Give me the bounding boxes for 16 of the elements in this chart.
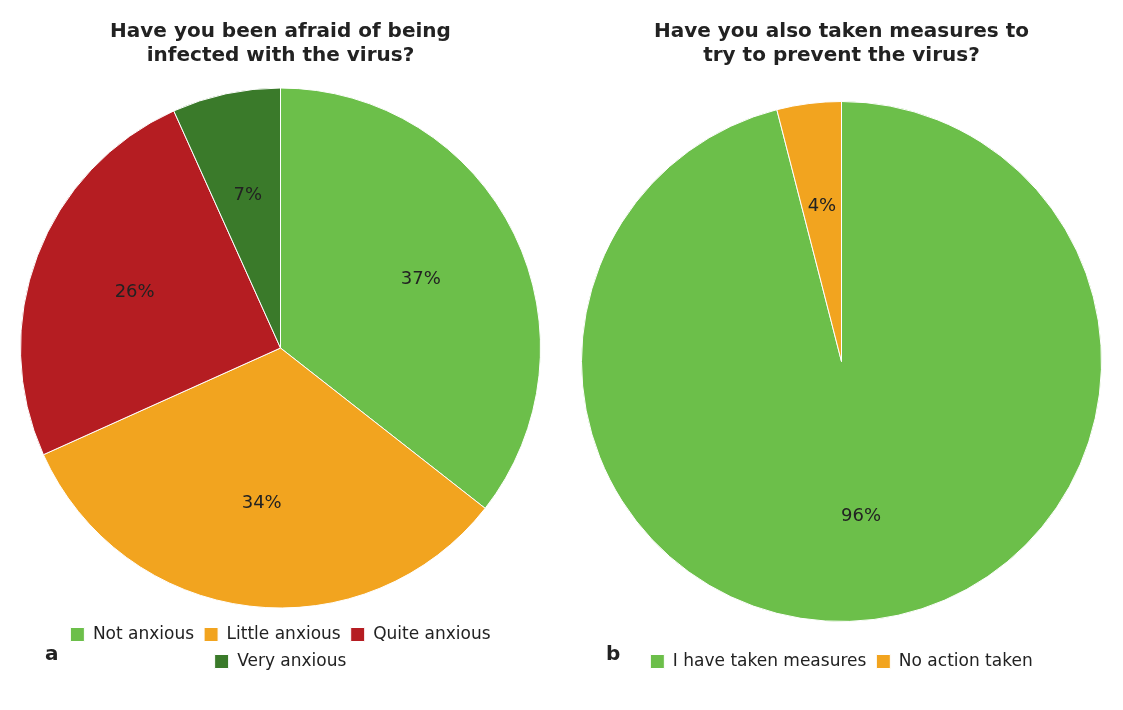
chart-title: Have you also taken measures to try to prevent the virus?: [654, 18, 1029, 67]
legend-label: Little anxious: [226, 622, 341, 643]
data-label: 34%: [241, 490, 282, 512]
text: b: [606, 641, 621, 666]
text: a: [45, 641, 59, 666]
legend-label: Quite anxious: [373, 622, 491, 643]
legend-label: No action taken: [898, 649, 1033, 670]
legend-label: Very anxious: [237, 649, 347, 670]
data-label: 37%: [400, 267, 441, 289]
data-label: 7%: [233, 183, 263, 205]
data-label: 4%: [807, 194, 837, 216]
data-label: 26%: [114, 280, 155, 302]
legend-label: Not anxious: [92, 622, 195, 643]
legend-label: I have taken measures: [672, 649, 867, 670]
chart-title: Have you been afraid of being infected with the virus?: [110, 18, 451, 67]
data-label: 96%: [841, 503, 882, 525]
